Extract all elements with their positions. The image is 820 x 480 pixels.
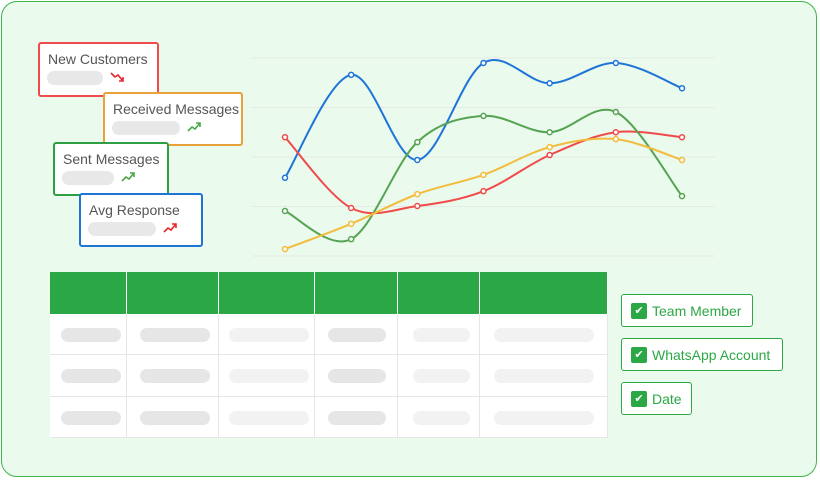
data-point — [480, 187, 487, 195]
table-cell — [315, 355, 398, 397]
table-cell — [398, 355, 480, 397]
column-header[interactable] — [480, 272, 608, 314]
cell-placeholder — [494, 369, 594, 384]
filter-checkbox[interactable]: ✔ WhatsApp Account — [621, 338, 783, 371]
data-point — [546, 79, 553, 87]
checkbox-checked-icon[interactable]: ✔ — [631, 303, 647, 319]
data-point — [678, 84, 686, 92]
cell-placeholder — [61, 410, 121, 425]
table-cell — [398, 314, 480, 356]
metric-card[interactable]: Received Messages — [103, 92, 243, 146]
data-point — [281, 133, 289, 141]
metric-title: New Customers — [48, 51, 148, 67]
cell-placeholder — [61, 369, 121, 384]
metric-title: Received Messages — [113, 101, 240, 117]
column-header[interactable] — [398, 272, 480, 314]
table-cell — [50, 314, 127, 356]
table-cell — [50, 355, 127, 397]
metric-title: Avg Response — [89, 202, 180, 218]
cell-placeholder — [494, 410, 594, 425]
data-table — [50, 272, 608, 438]
cell-placeholder — [229, 410, 309, 425]
cell-placeholder — [61, 328, 121, 342]
table-cell — [480, 355, 608, 397]
data-point — [480, 171, 487, 179]
data-point — [414, 190, 421, 198]
data-point — [612, 129, 620, 136]
cell-placeholder — [328, 328, 386, 342]
column-header[interactable] — [219, 272, 315, 314]
filter-label: Date — [652, 391, 682, 407]
table-cell — [480, 396, 608, 438]
cell-placeholder — [229, 369, 309, 384]
column-header[interactable] — [315, 272, 398, 314]
cell-placeholder — [328, 369, 386, 384]
data-point — [414, 138, 421, 146]
trend-up-icon — [187, 122, 201, 132]
filter-label: Team Member — [652, 303, 742, 319]
cell-placeholder — [413, 328, 470, 342]
filter-label: WhatsApp Account — [652, 347, 771, 363]
cell-placeholder — [413, 369, 470, 384]
trend-down-icon — [110, 72, 124, 82]
data-point — [347, 220, 355, 228]
value-placeholder — [62, 171, 114, 185]
data-point — [546, 143, 553, 151]
data-point — [281, 245, 289, 253]
metric-title: Sent Messages — [63, 151, 160, 167]
data-point — [347, 204, 355, 212]
data-point — [281, 207, 289, 215]
checkbox-checked-icon[interactable]: ✔ — [631, 347, 647, 363]
data-point — [678, 133, 686, 141]
table-cell — [127, 355, 219, 397]
data-point — [546, 129, 553, 136]
metric-card[interactable]: Avg Response — [79, 193, 203, 247]
filter-checkbox[interactable]: ✔ Team Member — [621, 294, 753, 327]
table-cell — [50, 396, 127, 438]
table-cell — [480, 314, 608, 356]
metric-card[interactable]: New Customers — [38, 42, 159, 97]
column-header[interactable] — [50, 272, 127, 314]
cell-placeholder — [413, 410, 470, 425]
cell-placeholder — [494, 328, 594, 342]
cell-placeholder — [229, 328, 309, 342]
value-placeholder — [112, 121, 180, 135]
table-cell — [127, 396, 219, 438]
data-point — [347, 235, 355, 243]
cell-placeholder — [140, 410, 210, 425]
column-header[interactable] — [127, 272, 219, 314]
table-cell — [219, 314, 315, 356]
table-cell — [219, 396, 315, 438]
cell-placeholder — [140, 328, 210, 342]
value-placeholder — [88, 222, 156, 236]
filter-checkbox[interactable]: ✔ Date — [621, 382, 692, 415]
table-cell — [219, 355, 315, 397]
value-placeholder — [47, 71, 103, 85]
data-point — [480, 59, 487, 67]
data-point — [678, 156, 686, 164]
data-point — [414, 156, 421, 164]
table-cell — [315, 396, 398, 438]
cell-placeholder — [140, 369, 210, 384]
metric-card[interactable]: Sent Messages — [53, 142, 169, 196]
table-cell — [127, 314, 219, 356]
checkbox-checked-icon[interactable]: ✔ — [631, 391, 647, 407]
cell-placeholder — [328, 410, 386, 425]
data-point — [612, 135, 620, 143]
table-cell — [398, 396, 480, 438]
data-point — [612, 59, 620, 67]
trend-up-icon — [121, 172, 135, 182]
data-point — [546, 151, 553, 159]
table-cell — [315, 314, 398, 356]
data-point — [414, 202, 421, 210]
data-point — [678, 192, 686, 200]
data-point — [347, 71, 355, 79]
data-point — [612, 108, 620, 116]
data-point — [281, 174, 289, 182]
data-point — [480, 112, 487, 120]
trend-up-icon — [163, 223, 177, 233]
